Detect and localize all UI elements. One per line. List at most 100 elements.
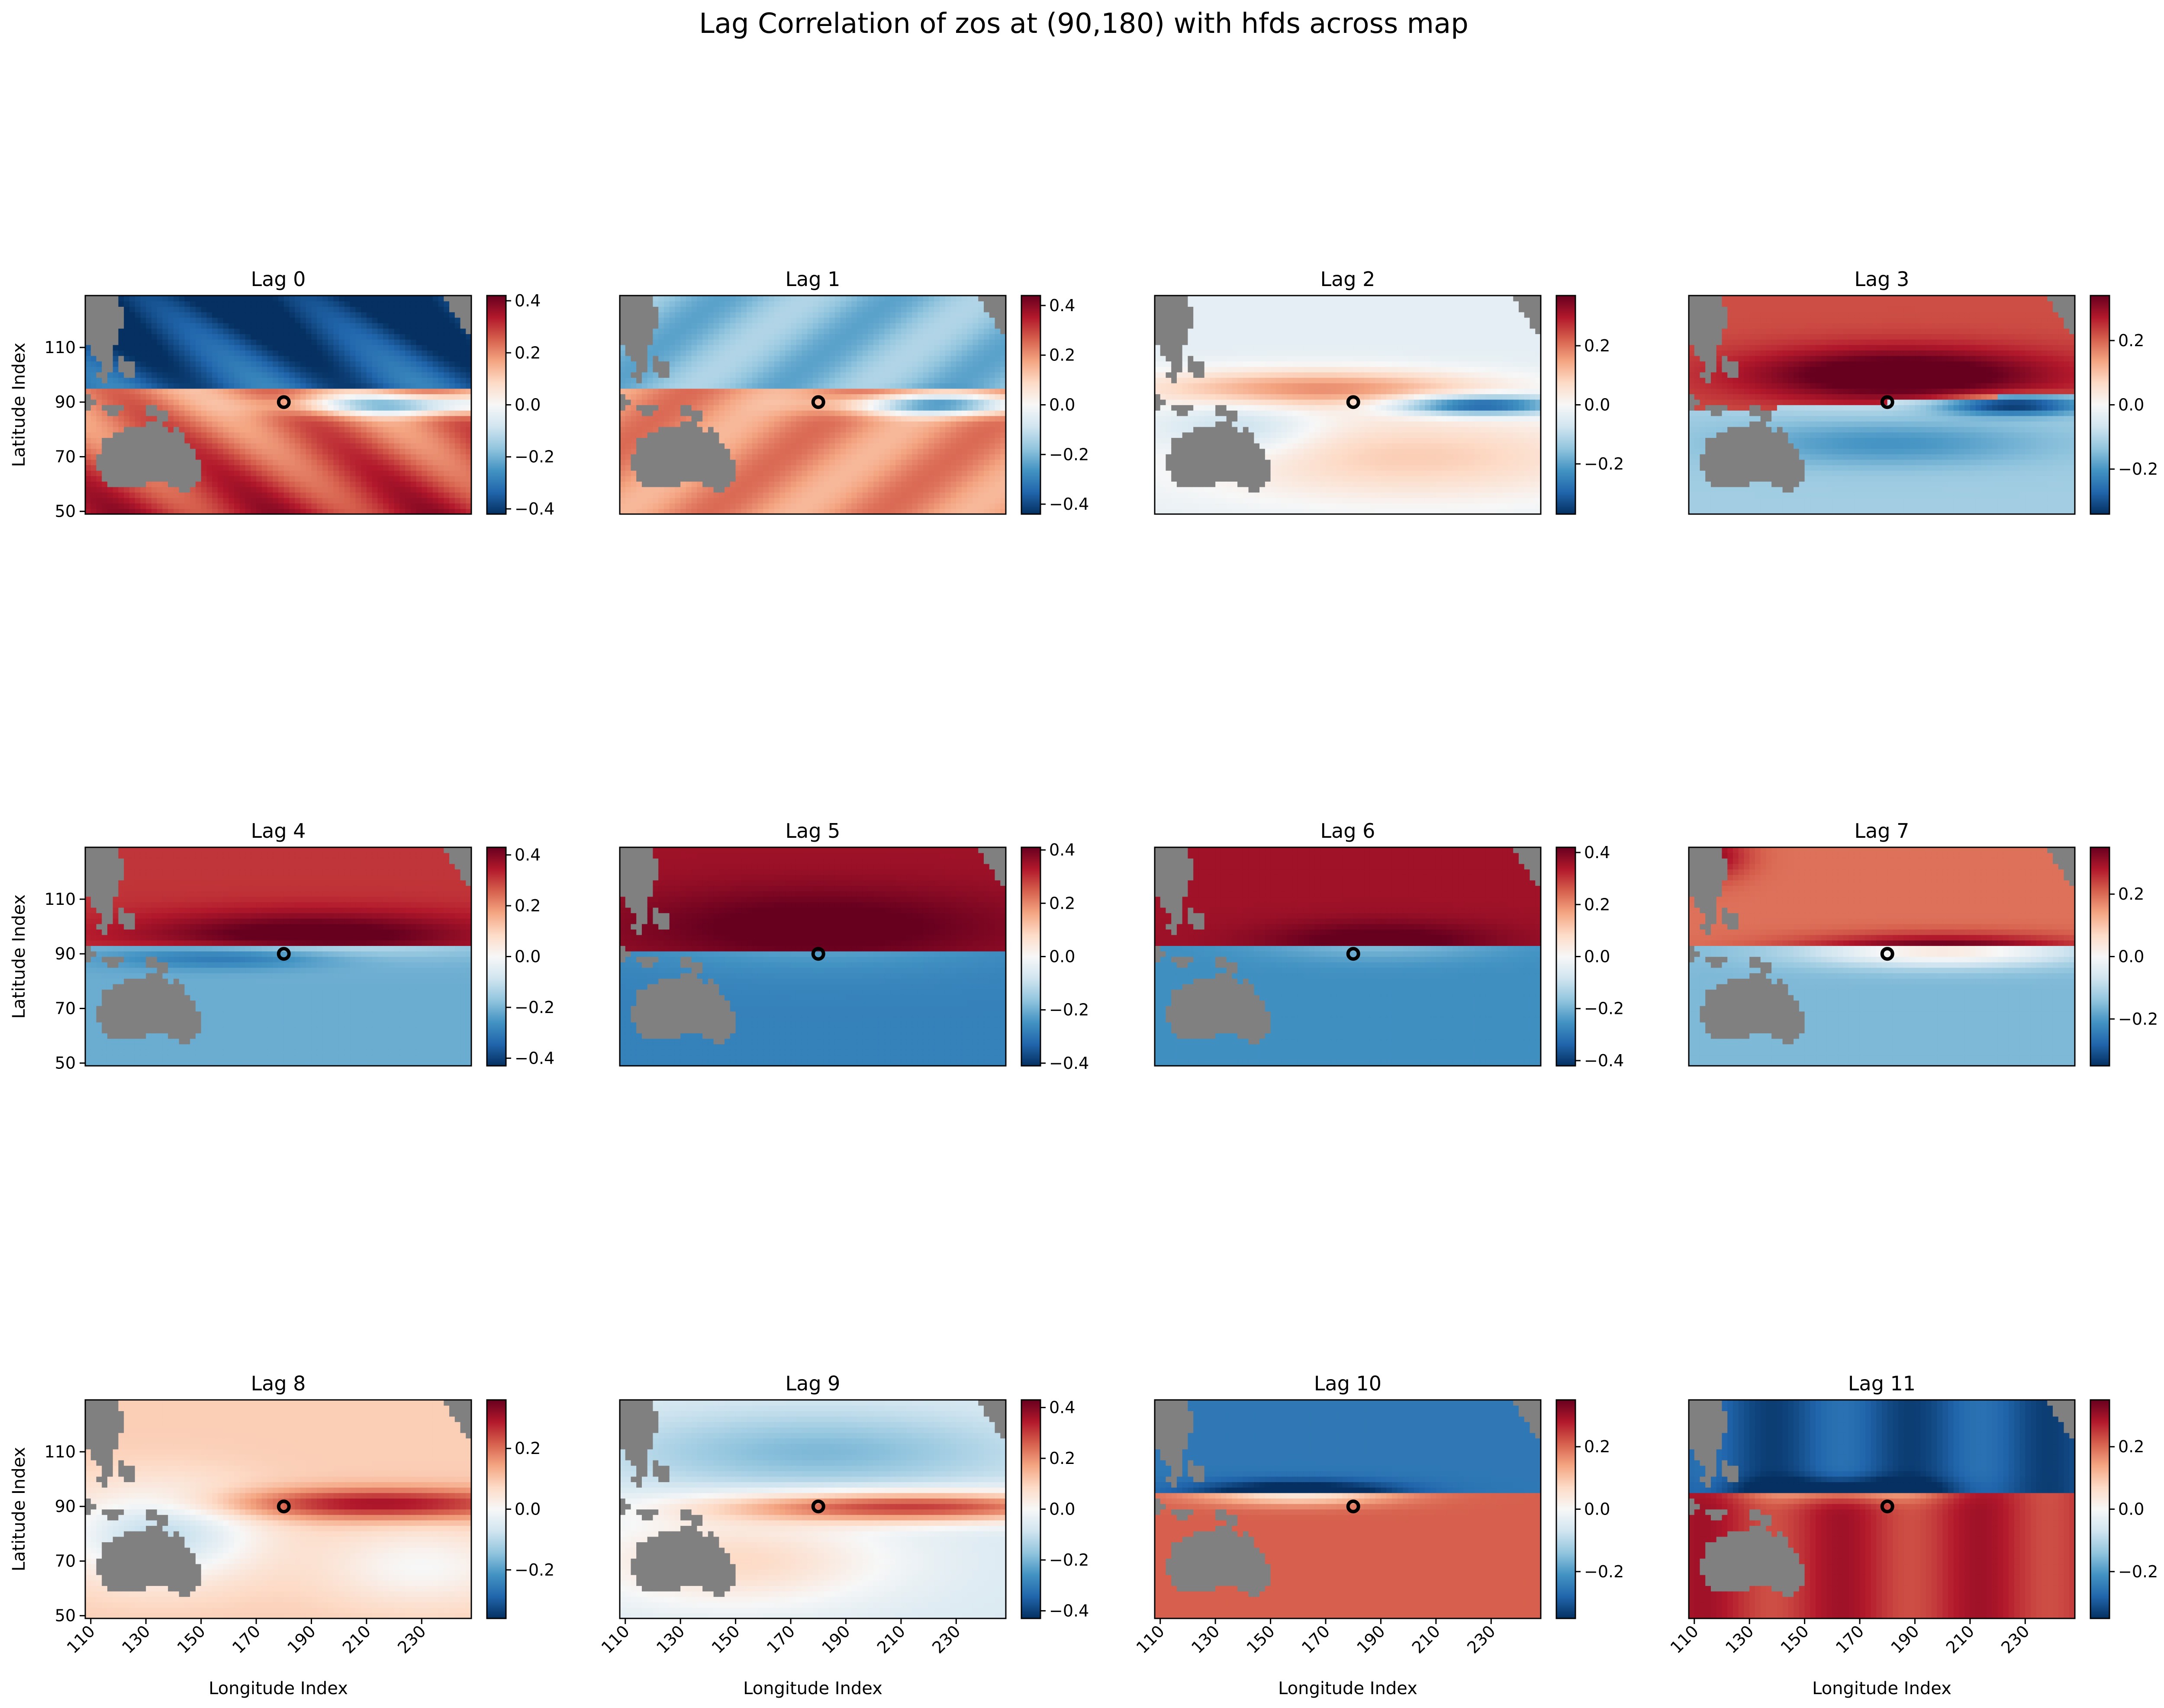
heatmap-cell — [725, 405, 731, 411]
heatmap-cell — [454, 459, 461, 466]
heatmap-cell — [862, 312, 869, 318]
heatmap-cell — [140, 448, 146, 454]
heatmap-cell — [796, 498, 802, 504]
heatmap-cell — [195, 405, 202, 411]
heatmap-cell — [708, 427, 714, 433]
heatmap-cell — [444, 508, 450, 514]
heatmap-cell — [422, 459, 428, 466]
heatmap-cell — [725, 454, 731, 460]
heatmap-cell — [620, 486, 626, 493]
heatmap-cell — [763, 459, 769, 466]
heatmap-cell — [873, 383, 879, 389]
heatmap-cell — [146, 443, 152, 449]
heatmap-cell — [377, 388, 383, 394]
heatmap-cell — [884, 367, 891, 373]
heatmap-cell — [239, 377, 246, 383]
heatmap-cell — [339, 459, 345, 466]
heatmap-cell — [686, 388, 692, 394]
heatmap-cell — [466, 443, 471, 449]
heatmap-cell — [344, 339, 351, 345]
heatmap-cell — [168, 486, 174, 493]
heatmap-cell — [691, 350, 698, 356]
heatmap-cell — [774, 498, 780, 504]
heatmap-cell — [212, 498, 218, 504]
heatmap-cell — [427, 372, 433, 378]
heatmap-cell — [366, 306, 373, 312]
heatmap-cell — [763, 405, 769, 411]
heatmap-cell — [245, 454, 251, 460]
heatmap-cell — [118, 465, 124, 471]
heatmap-cell — [636, 383, 642, 389]
heatmap-cell — [658, 465, 664, 471]
heatmap-cell — [261, 432, 268, 438]
heatmap-cell — [641, 306, 648, 312]
heatmap-cell — [669, 454, 676, 460]
heatmap-cell — [454, 508, 461, 514]
heatmap-cell — [691, 312, 698, 318]
heatmap-cell — [466, 465, 471, 471]
heatmap-cell — [454, 317, 461, 323]
heatmap-cell — [273, 427, 279, 433]
heatmap-cell — [118, 405, 124, 411]
heatmap-cell — [410, 465, 417, 471]
heatmap-cell — [918, 503, 924, 509]
heatmap-cell — [653, 437, 659, 444]
heatmap-cell — [179, 394, 185, 400]
heatmap-cell — [102, 367, 108, 373]
heatmap-cell — [261, 448, 268, 454]
heatmap-cell — [267, 492, 273, 498]
heatmap-cell — [366, 459, 373, 466]
heatmap-cell — [85, 323, 91, 329]
heatmap-cell — [873, 377, 879, 383]
heatmap-cell — [410, 405, 417, 411]
heatmap-cell — [895, 503, 902, 509]
heatmap-cell — [388, 296, 395, 302]
heatmap-cell — [85, 399, 91, 405]
heatmap-cell — [895, 492, 902, 498]
heatmap-cell — [195, 421, 202, 427]
heatmap-cell — [283, 427, 290, 433]
heatmap-cell — [884, 498, 891, 504]
heatmap-cell — [162, 328, 168, 335]
heatmap-cell — [129, 503, 135, 509]
heatmap-cell — [361, 432, 367, 438]
heatmap-cell — [107, 383, 113, 389]
heatmap-cell — [289, 492, 295, 498]
heatmap-cell — [791, 470, 797, 476]
heatmap-cell — [653, 503, 659, 509]
heatmap-cell — [317, 344, 323, 351]
heatmap-cell — [399, 443, 406, 449]
heatmap-cell — [675, 470, 681, 476]
heatmap-cell — [713, 427, 720, 433]
heatmap-cell — [339, 394, 345, 400]
heatmap-cell — [708, 388, 714, 394]
heatmap-cell — [267, 394, 273, 400]
heatmap-cell — [906, 476, 913, 482]
heatmap-cell — [306, 334, 312, 340]
heatmap-cell — [85, 443, 91, 449]
heatmap-cell — [217, 372, 224, 378]
heatmap-cell — [146, 372, 152, 378]
heatmap-cell — [339, 377, 345, 383]
heatmap-cell — [818, 312, 824, 318]
heatmap-cell — [311, 492, 317, 498]
heatmap-cell — [653, 306, 659, 312]
heatmap-cell — [201, 301, 207, 307]
heatmap-cell — [256, 350, 262, 356]
heatmap-cell — [283, 350, 290, 356]
heatmap-cell — [339, 421, 345, 427]
heatmap-cell — [229, 328, 235, 335]
heatmap-cell — [361, 465, 367, 471]
heatmap-cell — [212, 372, 218, 378]
heatmap-cell — [366, 367, 373, 373]
heatmap-cell — [879, 470, 885, 476]
heatmap-cell — [317, 410, 323, 416]
heatmap-cell — [438, 405, 444, 411]
heatmap-cell — [350, 421, 356, 427]
heatmap-cell — [846, 492, 852, 498]
heatmap-cell — [190, 328, 196, 335]
heatmap-cell — [168, 503, 174, 509]
heatmap-cell — [311, 421, 317, 427]
heatmap-cell — [355, 486, 361, 493]
heatmap-cell — [317, 339, 323, 345]
